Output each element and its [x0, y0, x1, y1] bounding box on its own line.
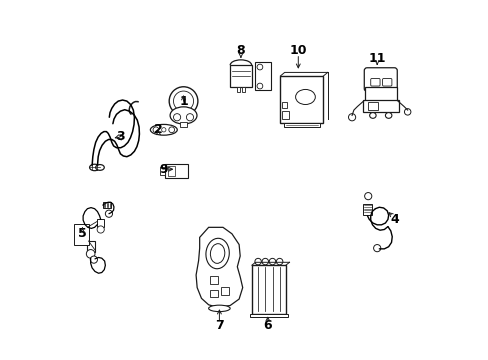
- Circle shape: [257, 64, 262, 70]
- Bar: [284, 123, 319, 127]
- FancyBboxPatch shape: [364, 68, 396, 91]
- Circle shape: [90, 256, 97, 263]
- Circle shape: [162, 128, 165, 132]
- Bar: [210, 276, 218, 284]
- Bar: [74, 224, 88, 245]
- Ellipse shape: [208, 305, 230, 312]
- Bar: [362, 204, 371, 215]
- Text: 7: 7: [215, 319, 224, 332]
- Bar: [367, 102, 378, 110]
- Circle shape: [186, 114, 193, 121]
- Bar: [254, 62, 270, 90]
- Bar: [164, 164, 187, 178]
- Ellipse shape: [385, 113, 391, 118]
- Bar: [362, 100, 398, 112]
- Bar: [241, 87, 244, 92]
- Bar: [280, 76, 323, 123]
- Bar: [236, 87, 240, 92]
- Circle shape: [404, 109, 410, 115]
- Bar: [282, 111, 288, 119]
- Circle shape: [173, 114, 180, 121]
- Ellipse shape: [369, 113, 375, 118]
- Ellipse shape: [295, 89, 315, 104]
- Bar: [230, 65, 251, 87]
- Circle shape: [269, 258, 275, 265]
- Bar: [168, 166, 175, 176]
- Bar: [251, 265, 285, 314]
- Text: 10: 10: [289, 44, 306, 57]
- Circle shape: [169, 87, 198, 116]
- Bar: [210, 290, 217, 297]
- Ellipse shape: [96, 165, 104, 170]
- Ellipse shape: [205, 238, 229, 269]
- Text: 11: 11: [367, 51, 385, 64]
- Bar: [249, 314, 287, 317]
- Circle shape: [262, 258, 268, 265]
- Circle shape: [168, 127, 174, 133]
- Bar: [160, 167, 164, 175]
- Ellipse shape: [150, 125, 177, 135]
- Bar: [180, 122, 187, 127]
- Text: 5: 5: [78, 227, 86, 240]
- Circle shape: [254, 258, 261, 265]
- Ellipse shape: [210, 244, 224, 264]
- Circle shape: [173, 91, 193, 111]
- Ellipse shape: [89, 164, 100, 171]
- Circle shape: [364, 193, 371, 200]
- FancyBboxPatch shape: [382, 78, 391, 86]
- Circle shape: [86, 249, 95, 258]
- Polygon shape: [196, 227, 242, 307]
- Text: 4: 4: [390, 213, 399, 226]
- Circle shape: [276, 258, 282, 265]
- Text: 2: 2: [154, 123, 163, 136]
- Bar: [103, 202, 111, 208]
- Circle shape: [105, 210, 112, 217]
- Circle shape: [97, 226, 104, 233]
- Text: 1: 1: [179, 95, 187, 108]
- Bar: [86, 241, 94, 252]
- Circle shape: [348, 114, 355, 121]
- Text: 6: 6: [263, 319, 271, 332]
- Circle shape: [257, 83, 262, 89]
- Ellipse shape: [170, 107, 197, 124]
- Bar: [364, 87, 396, 101]
- Text: 8: 8: [236, 44, 244, 57]
- Circle shape: [373, 244, 380, 252]
- FancyBboxPatch shape: [370, 78, 379, 86]
- Bar: [282, 102, 286, 108]
- Bar: [221, 287, 228, 295]
- Text: 9: 9: [159, 163, 168, 176]
- Bar: [97, 220, 104, 227]
- Text: 3: 3: [116, 130, 125, 144]
- Circle shape: [153, 127, 159, 133]
